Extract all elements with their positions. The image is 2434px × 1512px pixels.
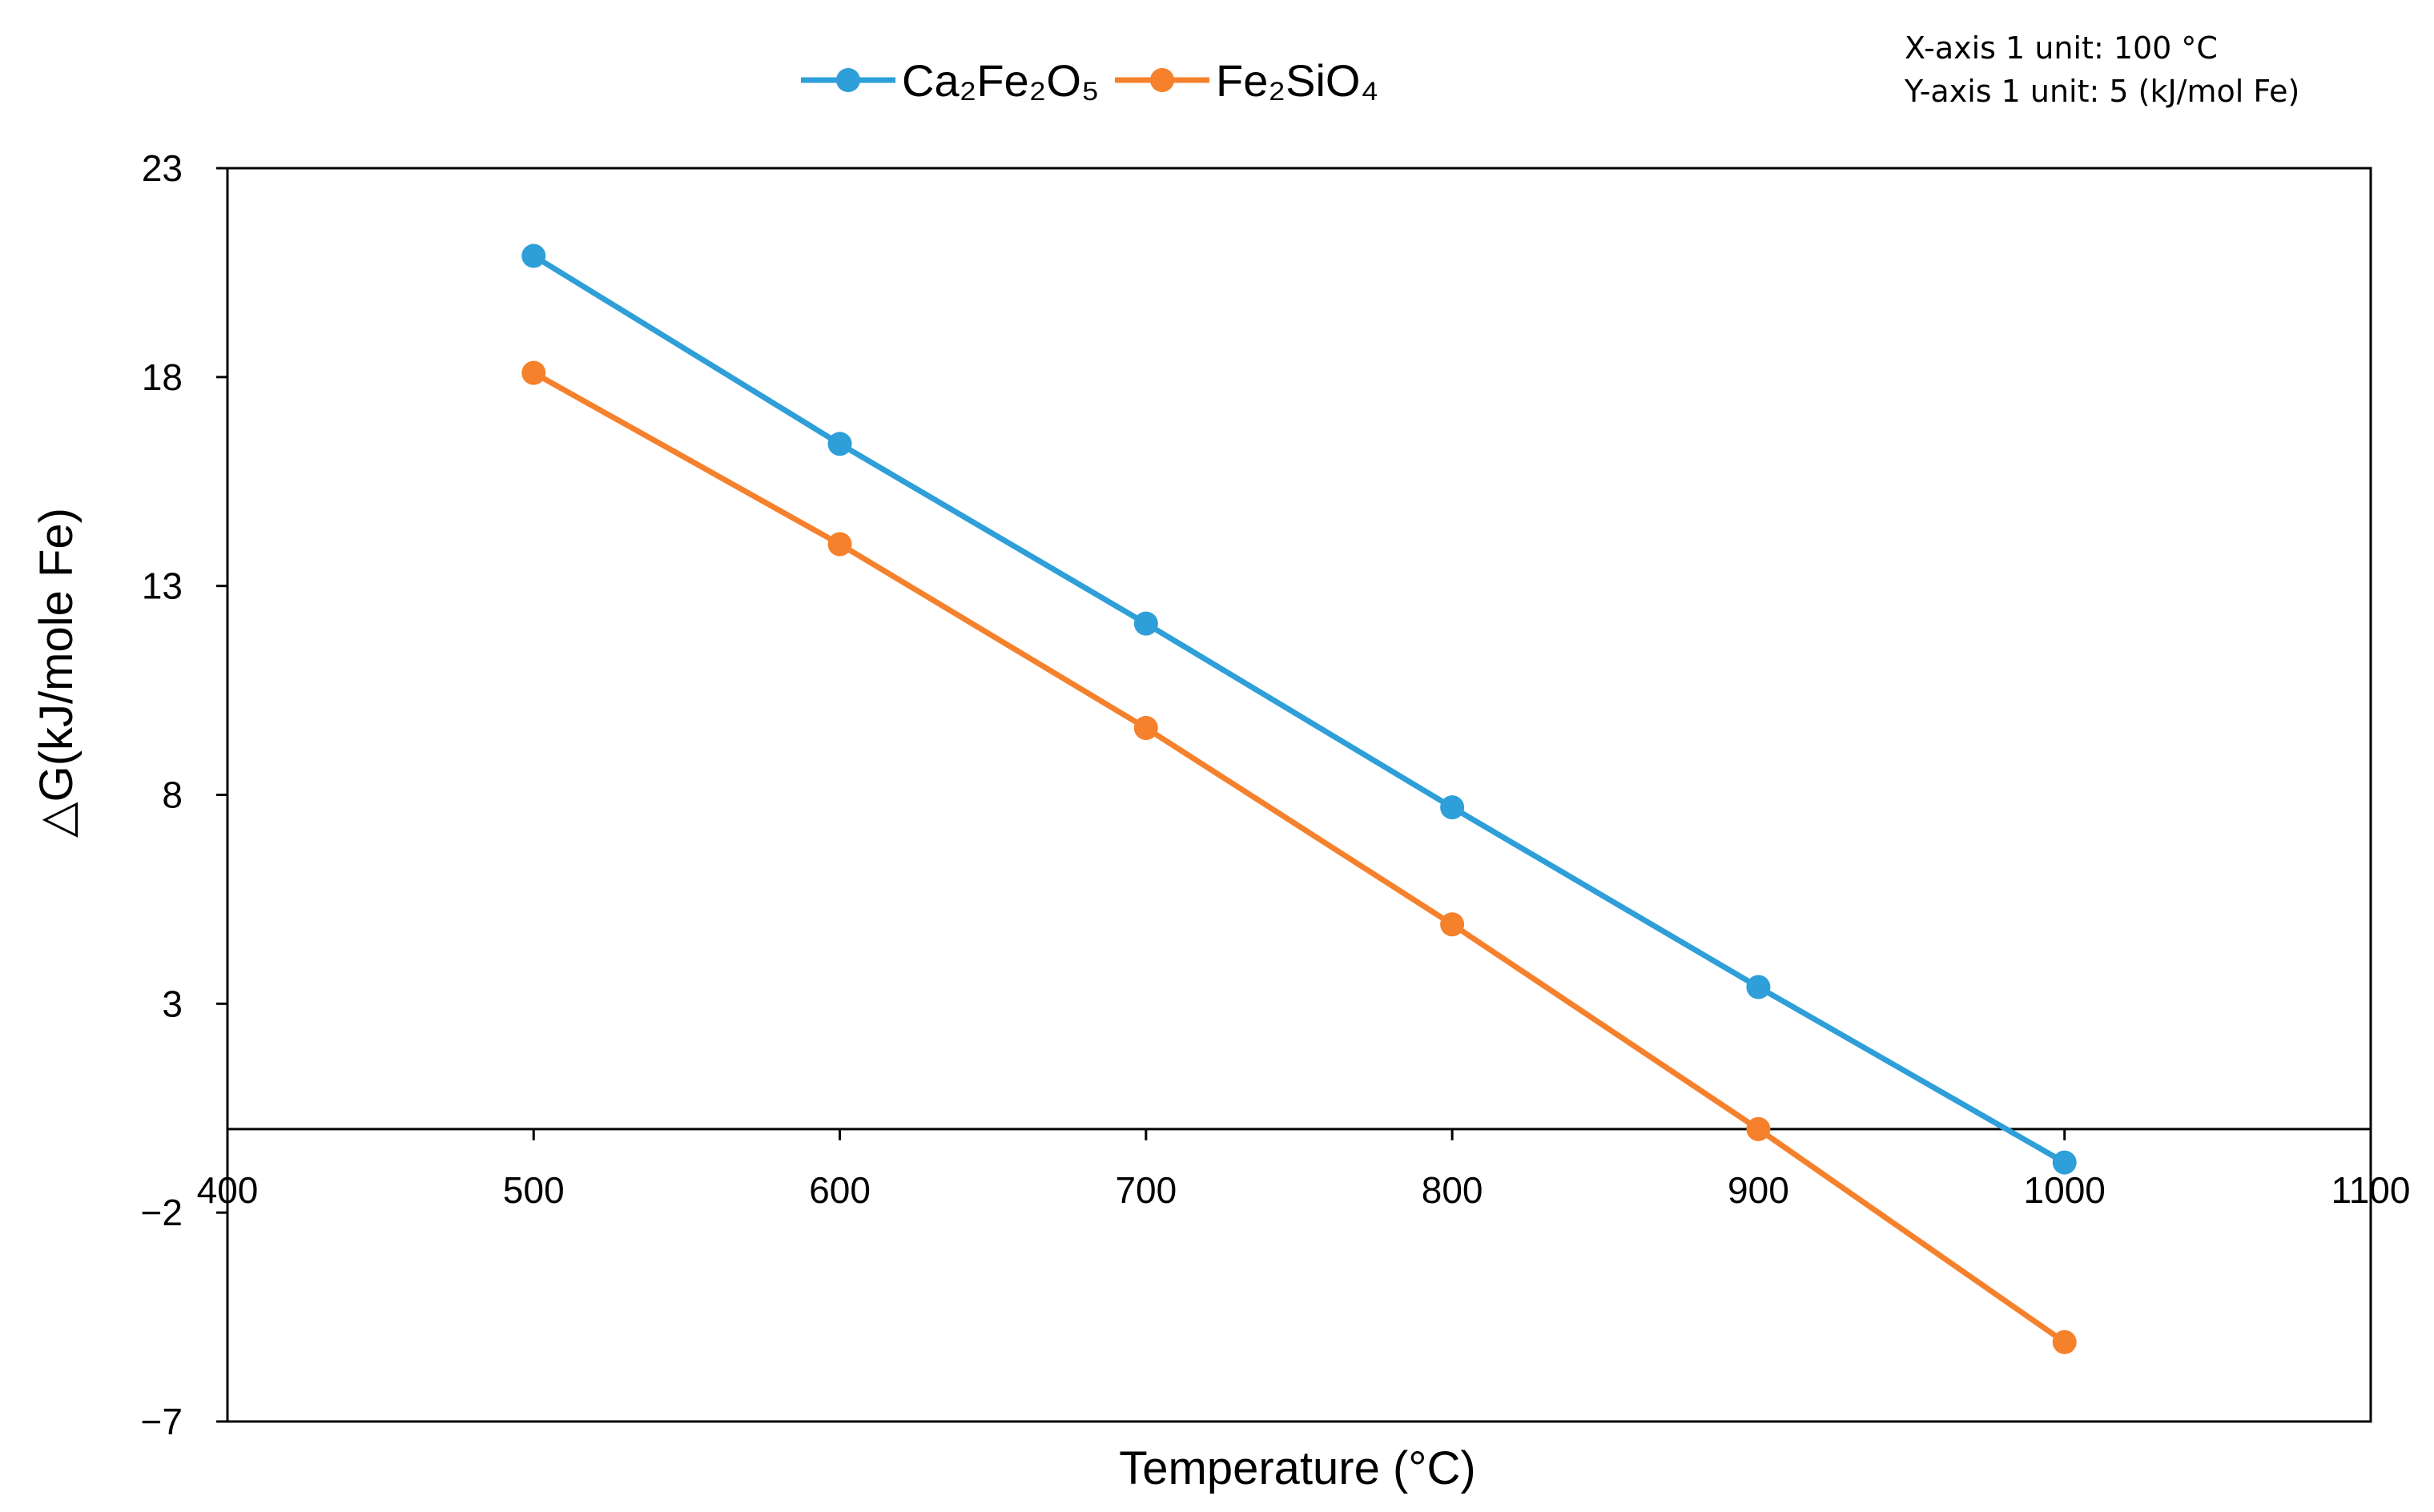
x-tick-label: 600 [809, 1169, 871, 1211]
data-point [2052, 1150, 2077, 1175]
y-axis-unit-note: Y-axis 1 unit: 5 (kJ/mol Fe) [1905, 74, 2300, 109]
y-tick-label: 3 [162, 983, 183, 1024]
y-tick-label: 23 [142, 147, 183, 189]
legend-marker-1 [1150, 68, 1174, 92]
y-axis-title: △G(kJ/mole Fe) [30, 508, 82, 838]
series-group [521, 243, 2077, 1354]
data-point [1746, 1116, 1771, 1141]
x-tick-label: 900 [1728, 1169, 1789, 1211]
y-tick-label: 8 [162, 774, 183, 816]
data-point [521, 360, 546, 385]
x-tick-label: 400 [197, 1169, 259, 1211]
y-tick-label: 13 [142, 565, 183, 607]
legend-marker-0 [836, 68, 860, 92]
data-point [1133, 716, 1158, 741]
x-tick-label: 500 [503, 1169, 565, 1211]
x-tick-label: 1100 [2331, 1169, 2411, 1211]
series-line-1 [532, 370, 2066, 1345]
plot-border [226, 167, 2372, 1423]
x-axis-ticks: 400 500 600 700 800 900 1000 1100 [197, 1128, 2411, 1211]
legend-label-1: Fe₂SiO₄ [1216, 55, 1378, 106]
y-tick-label: −7 [141, 1401, 183, 1442]
data-point [1746, 975, 1771, 999]
x-tick-label: 700 [1115, 1169, 1177, 1211]
plot-frame [226, 167, 2372, 1423]
x-axis-title: Temperature (°C) [1119, 1442, 1475, 1494]
x-tick-label: 1000 [2024, 1169, 2106, 1211]
data-point [521, 243, 546, 268]
x-tick-label: 800 [1422, 1169, 1483, 1211]
x-axis-unit-note: X-axis 1 unit: 100 °C [1905, 30, 2218, 66]
data-point [1440, 912, 1465, 937]
data-point [2052, 1329, 2077, 1354]
legend-label-0: Ca₂Fe₂O₅ [902, 55, 1100, 106]
y-tick-label: 18 [142, 356, 183, 398]
data-point [1440, 795, 1465, 820]
data-point [827, 432, 852, 456]
y-tick-label: −2 [141, 1192, 183, 1233]
data-point [827, 532, 852, 557]
series-line-0 [532, 253, 2066, 1165]
legend: Ca₂Fe₂O₅ Fe₂SiO₄ [801, 55, 1378, 106]
data-point [1133, 611, 1158, 636]
y-axis-ticks: −7 −2 3 8 13 18 23 [141, 147, 227, 1442]
